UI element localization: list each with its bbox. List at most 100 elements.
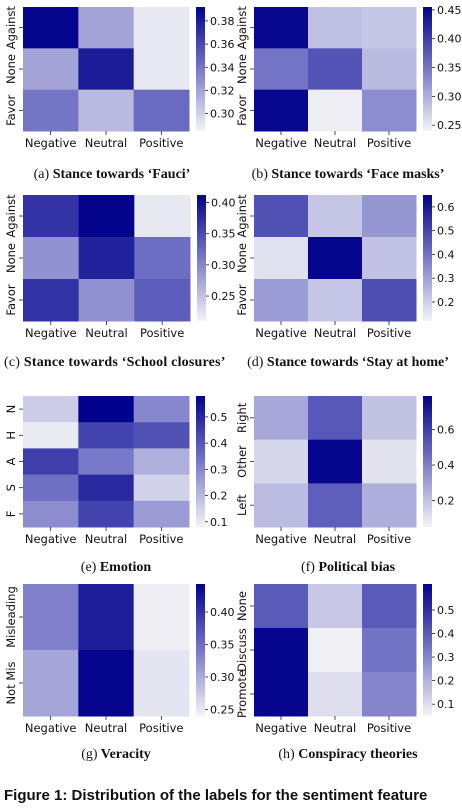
- heatmap-cell-a-r2-c1: [78, 89, 135, 132]
- colorbar-e: [196, 396, 205, 527]
- heatmap-cell-h-r0-c2: [362, 584, 417, 629]
- caption-f: (f) Political bias: [238, 560, 458, 576]
- heatmap-cell-d-r2-c2: [362, 279, 417, 322]
- y-tick-label-c-0: Against: [4, 194, 18, 238]
- x-tick-label-a-1: Neutral: [85, 136, 127, 150]
- caption-e: (e) Emotion: [6, 560, 226, 576]
- x-tick-label-d-2: Positive: [367, 326, 411, 340]
- heatmap-cell-d-r1-c2: [362, 237, 417, 280]
- heatmap-cell-e-r2-c1: [78, 448, 135, 476]
- heatmap-cell-e-r1-c1: [78, 422, 135, 449]
- y-tick-label-a-0: Against: [4, 6, 18, 50]
- x-tick-label-e-1: Neutral: [85, 532, 127, 546]
- colorbar-b: [423, 7, 432, 131]
- colorbar-tick-label-h-1: 0.2: [437, 675, 455, 688]
- heatmap-panel-b: Negative Neutral Positive Against None Favor 0…: [235, 4, 462, 150]
- y-tick-label-h-0: None: [235, 591, 249, 621]
- heatmap-cell-g-r1-c0: [23, 650, 79, 717]
- caption-b-label: (b): [251, 167, 268, 182]
- heatmap-cell-b-r1-c2: [362, 48, 417, 91]
- x-tick-label-b-1: Neutral: [314, 136, 356, 150]
- heatmap-cell-a-r2-c2: [133, 89, 190, 132]
- heatmap-cell-e-r2-c2: [133, 448, 190, 476]
- heatmap-cell-e-r1-c2: [133, 422, 190, 449]
- x-tick-label-f-0: Negative: [255, 532, 307, 546]
- caption-d: (d) Stance towards ‘Stay at home’: [234, 355, 462, 371]
- heatmap-cell-d-r0-c1: [308, 195, 363, 238]
- colorbar-tick-label-d-1: 0.3: [437, 272, 455, 285]
- heatmap-cell-c-r1-c0: [23, 237, 80, 280]
- y-tick-label-h-2: Promote: [235, 670, 249, 718]
- heatmap-panel-c: Negative Neutral Positive Against None Favor 0…: [4, 194, 236, 340]
- colorbar-tick-label-a-3: 0.36: [210, 38, 235, 51]
- colorbar-f: [423, 396, 432, 527]
- heatmap-cell-e-r3-c0: [23, 474, 79, 502]
- heatmap-cell-d-r0-c0: [254, 195, 309, 238]
- colorbar-tick-label-e-2: 0.3: [210, 463, 228, 476]
- y-tick-label-a-1: None: [4, 54, 18, 84]
- colorbar-tick-label-e-1: 0.2: [210, 490, 228, 503]
- heatmap-cell-f-r1-c1: [308, 439, 363, 484]
- caption-d-label: (d): [247, 355, 264, 370]
- heatmap-cell-d-r0-c2: [362, 195, 417, 238]
- heatmap-cell-c-r2-c1: [78, 279, 135, 322]
- heatmap-cell-g-r1-c1: [78, 650, 135, 717]
- colorbar-tick-label-b-3: 0.40: [437, 33, 462, 46]
- heatmap-cell-d-r1-c1: [308, 237, 363, 280]
- heatmap-panel-h: Negative Neutral Positive None DiscussPromot…: [235, 584, 455, 735]
- colorbar-tick-label-d-0: 0.2: [437, 296, 455, 309]
- heatmap-cell-a-r0-c2: [133, 7, 190, 49]
- heatmap-cell-e-r4-c0: [23, 500, 79, 528]
- x-tick-label-h-2: Positive: [367, 721, 411, 735]
- colorbar-tick-label-g-2: 0.35: [210, 638, 235, 651]
- heatmap-panel-g: Negative Neutral Positive Misleading Not Mis…: [4, 584, 235, 735]
- colorbar-tick-label-c-3: 0.40: [211, 196, 236, 209]
- heatmap-cell-e-r2-c0: [23, 448, 79, 476]
- y-tick-label-g-0: Misleading: [4, 586, 18, 648]
- colorbar-tick-label-g-1: 0.30: [210, 671, 235, 684]
- heatmap-cell-e-r4-c1: [78, 500, 135, 528]
- heatmap-cell-b-r0-c0: [254, 7, 309, 49]
- heatmap-cell-b-r1-c0: [254, 48, 309, 91]
- colorbar-tick-label-c-0: 0.25: [211, 290, 236, 303]
- caption-h: (h) Conspiracy theories: [238, 747, 458, 763]
- y-tick-label-e-2: A: [4, 457, 18, 465]
- colorbar-tick-label-e-3: 0.4: [210, 437, 228, 450]
- heatmap-cell-h-r1-c1: [308, 628, 363, 673]
- caption-f-text: Political bias: [318, 560, 396, 575]
- heatmap-cell-f-r2-c1: [308, 483, 363, 528]
- colorbar-tick-label-e-4: 0.5: [210, 411, 228, 424]
- heatmap-cell-c-r2-c2: [134, 279, 191, 322]
- x-tick-label-g-0: Negative: [25, 721, 77, 735]
- figure-caption: Figure 1: Distribution of the labels for…: [4, 787, 428, 804]
- heatmap-cell-h-r2-c0: [254, 672, 309, 717]
- y-tick-label-d-0: Against: [235, 194, 249, 238]
- colorbar-tick-label-a-1: 0.32: [210, 84, 235, 97]
- y-tick-label-d-2: Favor: [235, 284, 249, 315]
- x-tick-label-g-2: Positive: [139, 721, 183, 735]
- x-tick-label-a-0: Negative: [25, 136, 77, 150]
- heatmap-cell-g-r0-c0: [23, 584, 79, 651]
- x-tick-label-h-0: Negative: [255, 721, 307, 735]
- colorbar-tick-label-d-3: 0.5: [437, 225, 455, 238]
- caption-d-text: Stance towards ‘Stay at home’: [266, 355, 449, 370]
- x-tick-label-a-2: Positive: [139, 136, 183, 150]
- y-tick-label-f-0: Right: [235, 402, 249, 433]
- y-tick-label-e-3: S: [4, 484, 18, 491]
- heatmap-cell-e-r4-c2: [133, 500, 190, 528]
- y-tick-label-e-0: N: [4, 405, 18, 414]
- x-tick-label-e-2: Positive: [139, 532, 183, 546]
- colorbar-tick-label-b-2: 0.35: [437, 62, 462, 75]
- heatmap-cell-c-r0-c0: [23, 195, 80, 238]
- caption-c-text: Stance towards ‘School closures’: [23, 355, 226, 370]
- heatmap-cell-d-r2-c0: [254, 279, 309, 322]
- heatmap-cell-g-r0-c1: [78, 584, 135, 651]
- heatmap-cell-c-r1-c1: [78, 237, 135, 280]
- heatmap-cell-h-r2-c2: [362, 672, 417, 717]
- heatmap-cell-c-r0-c1: [78, 195, 135, 238]
- x-tick-label-b-2: Positive: [367, 136, 411, 150]
- heatmap-cell-f-r0-c2: [362, 396, 417, 441]
- y-tick-label-h-1: Discuss: [235, 628, 249, 672]
- colorbar-tick-label-b-0: 0.25: [437, 119, 462, 132]
